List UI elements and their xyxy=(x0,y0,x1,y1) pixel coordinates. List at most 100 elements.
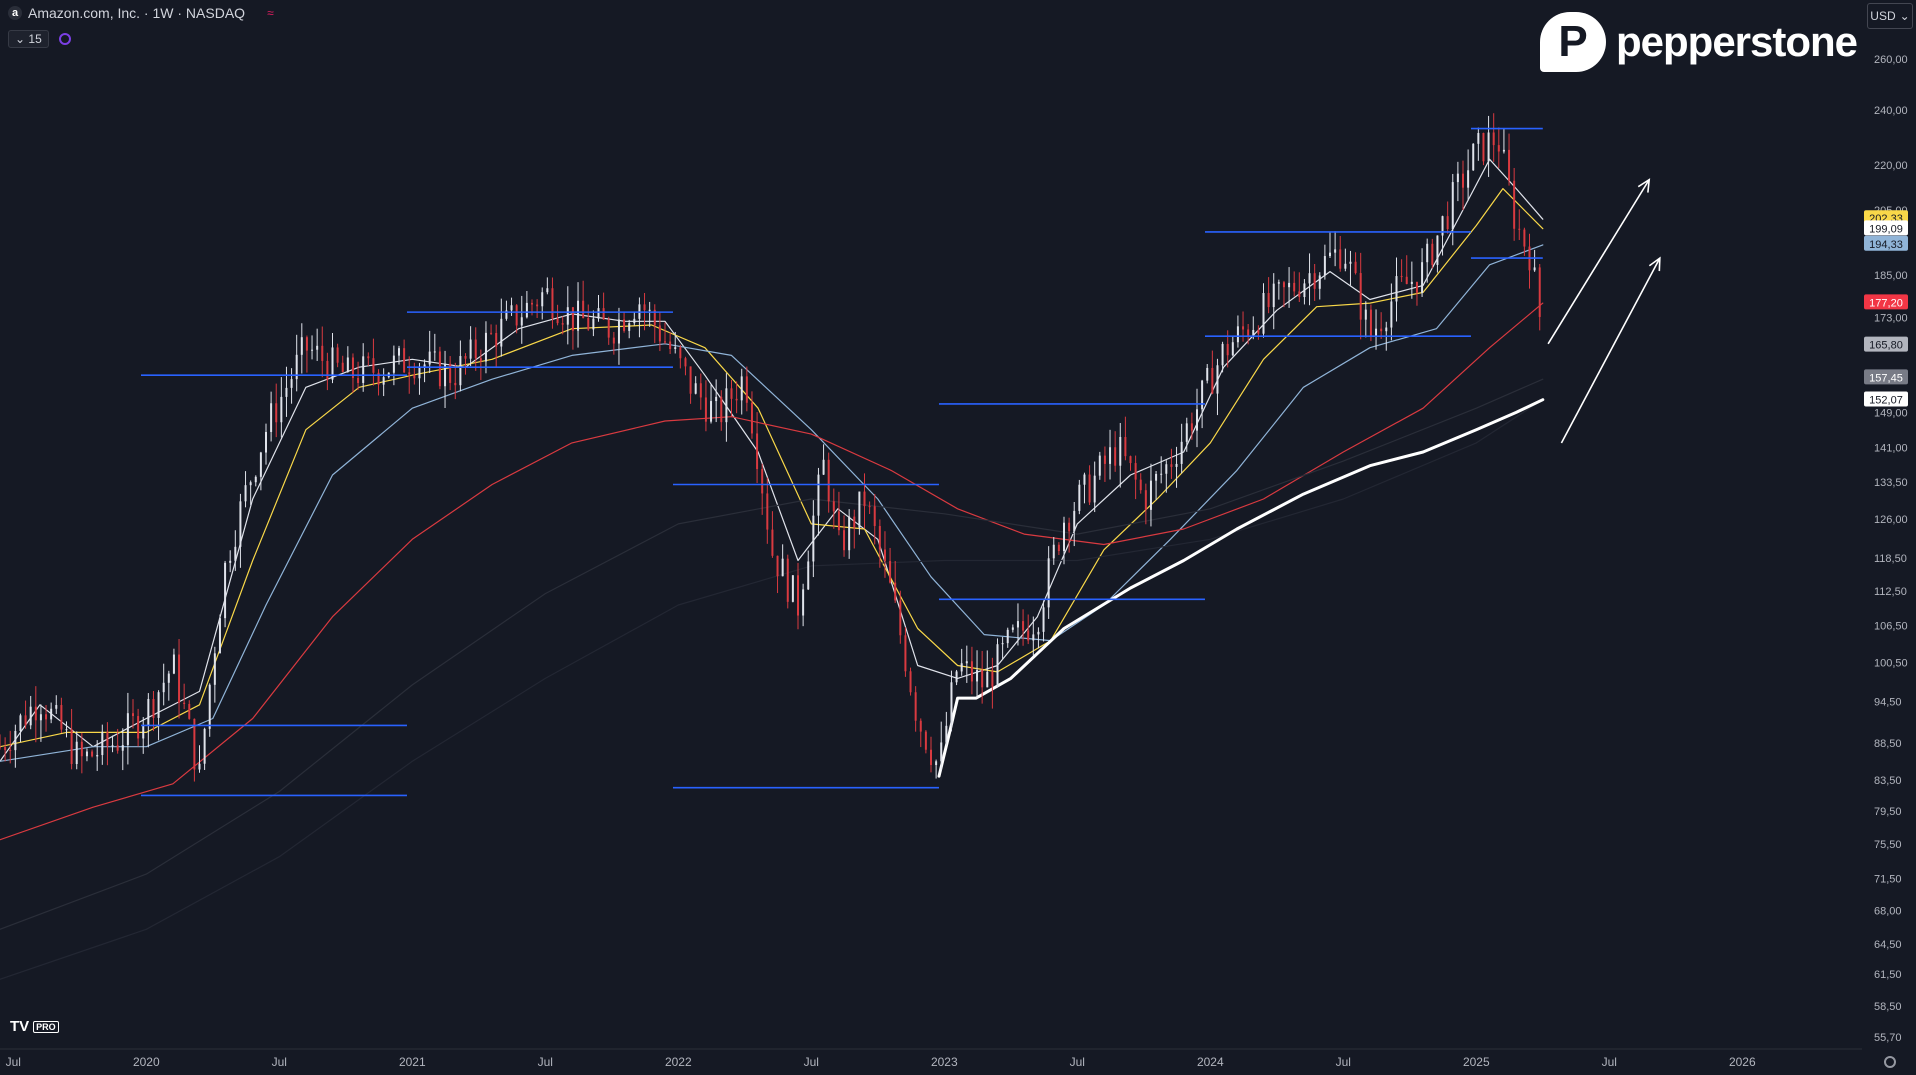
y-tick-label-13: 106,50 xyxy=(1874,621,1908,633)
chart-header: a Amazon.com, Inc. · 1W · NASDAQ ≈ xyxy=(8,5,274,21)
candle-body-242 xyxy=(1236,326,1239,343)
data-status-icon[interactable]: ≈ xyxy=(267,6,274,20)
pro-badge: PRO xyxy=(33,1020,59,1033)
indicators-toggle-button[interactable]: ⌄ 15 xyxy=(8,30,49,48)
candle-body-127 xyxy=(648,309,651,311)
y-tick-label-4: 185,00 xyxy=(1874,270,1908,282)
candle-body-55 xyxy=(280,396,283,423)
chevron-down-icon: ⌄ xyxy=(1899,9,1910,23)
candle-body-145 xyxy=(740,376,743,401)
candle-body-128 xyxy=(653,309,656,326)
pepperstone-mark-icon: P xyxy=(1540,12,1606,72)
candle-body-222 xyxy=(1134,463,1137,480)
candle-body-79 xyxy=(403,348,406,373)
candle-body-220 xyxy=(1124,436,1127,457)
candle-body-241 xyxy=(1231,342,1234,356)
candle-body-37 xyxy=(188,703,191,719)
candle-body-296 xyxy=(1513,180,1516,229)
candle-body-14 xyxy=(70,729,73,765)
candle-body-290 xyxy=(1482,133,1485,162)
candle-body-33 xyxy=(167,673,170,683)
candle-body-139 xyxy=(710,401,713,422)
candle-body-159 xyxy=(812,515,815,562)
candle-body-123 xyxy=(628,323,631,331)
symbol-title[interactable]: Amazon.com, Inc. · 1W · NASDAQ xyxy=(28,5,246,21)
candle-body-204 xyxy=(1042,607,1045,632)
candle-body-154 xyxy=(786,558,789,602)
candle-body-35 xyxy=(178,654,181,703)
candle-body-134 xyxy=(684,358,687,367)
candle-body-267 xyxy=(1364,309,1367,320)
candle-body-29 xyxy=(147,698,150,726)
candle-body-253 xyxy=(1293,282,1296,292)
price-label-5: 157,45 xyxy=(1869,372,1903,384)
candle-body-211 xyxy=(1078,484,1081,511)
tv-logo-text: TV xyxy=(10,1018,30,1035)
candle-body-279 xyxy=(1426,243,1429,263)
currency-selector[interactable]: USD ⌄ xyxy=(1867,3,1913,29)
candle-body-286 xyxy=(1462,173,1464,188)
indicator-settings-icon[interactable] xyxy=(58,33,71,45)
candle-body-38 xyxy=(193,718,196,770)
candle-body-197 xyxy=(1006,629,1009,644)
candle-body-2 xyxy=(9,750,12,752)
candle-body-297 xyxy=(1518,228,1521,230)
candle-body-223 xyxy=(1139,479,1142,491)
candle-body-201 xyxy=(1027,630,1030,641)
candle-body-54 xyxy=(275,403,278,423)
candle-body-84 xyxy=(428,351,431,365)
candle-body-61 xyxy=(311,349,314,351)
candle-body-261 xyxy=(1334,249,1337,253)
candle-body-213 xyxy=(1088,474,1091,503)
trend-arrow-1 xyxy=(1560,257,1661,444)
candle-body-187 xyxy=(955,671,958,683)
candle-body-60 xyxy=(305,337,308,351)
y-tick-label-10: 126,00 xyxy=(1874,514,1908,526)
candle-body-292 xyxy=(1492,132,1495,146)
x-tick-label-0: Jul xyxy=(6,1055,21,1069)
candle-body-208 xyxy=(1063,522,1065,552)
ma-line-3 xyxy=(0,302,1544,841)
candle-body-7 xyxy=(34,706,37,721)
candle-body-298 xyxy=(1523,229,1526,247)
candle-body-180 xyxy=(919,720,922,732)
candle-body-52 xyxy=(265,431,267,453)
price-label-bg-1 xyxy=(1864,220,1908,236)
x-tick-label-7: 2023 xyxy=(931,1055,958,1069)
candle-body-186 xyxy=(950,682,953,726)
candle-body-83 xyxy=(423,364,426,369)
candle-body-225 xyxy=(1149,480,1152,510)
tradingview-logo[interactable]: TV PRO xyxy=(10,1018,59,1035)
candle-body-109 xyxy=(556,318,559,324)
candle-body-167 xyxy=(853,516,856,528)
candle-body-249 xyxy=(1272,283,1275,308)
candle-body-235 xyxy=(1201,380,1204,410)
candle-body-183 xyxy=(935,761,938,766)
candle-body-226 xyxy=(1155,473,1158,481)
candle-body-284 xyxy=(1451,182,1454,230)
candle-body-64 xyxy=(326,360,329,380)
x-tick-label-13: 2026 xyxy=(1729,1055,1756,1069)
candle-body-27 xyxy=(137,716,140,739)
ma-line-6 xyxy=(937,398,1545,778)
candle-body-172 xyxy=(878,526,881,550)
candle-body-82 xyxy=(418,368,421,379)
candle-body-245 xyxy=(1252,329,1255,337)
candle-body-265 xyxy=(1354,261,1357,274)
candle-body-289 xyxy=(1477,133,1480,144)
candle-body-4 xyxy=(19,715,22,731)
candle-body-168 xyxy=(858,491,861,528)
candle-body-102 xyxy=(520,317,523,326)
ma-line-0 xyxy=(0,158,1544,762)
x-tick-label-10: Jul xyxy=(1336,1055,1351,1069)
y-tick-label-16: 88,50 xyxy=(1874,738,1902,750)
candle-body-88 xyxy=(449,363,452,383)
trend-arrow-head-1 xyxy=(1648,256,1661,272)
candle-body-210 xyxy=(1073,510,1076,532)
candle-body-246 xyxy=(1257,329,1260,334)
candle-body-73 xyxy=(372,358,375,373)
candle-body-212 xyxy=(1083,474,1086,485)
candle-body-132 xyxy=(674,347,677,349)
gear-icon[interactable] xyxy=(1884,1056,1896,1068)
